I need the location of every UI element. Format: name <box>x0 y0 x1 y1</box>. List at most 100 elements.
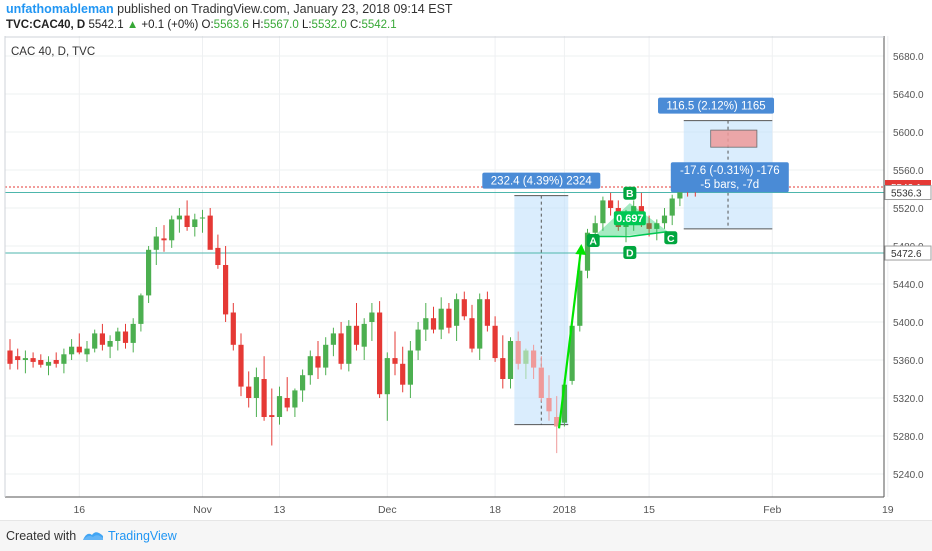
price-level-label: 5536.3 <box>891 189 922 200</box>
candle <box>215 247 221 265</box>
candle <box>492 325 498 359</box>
candle <box>261 379 267 417</box>
candle <box>577 270 583 326</box>
measure-range-3 <box>710 129 758 148</box>
tradingview-logo-icon <box>81 527 105 548</box>
author-link[interactable]: unfathomableman <box>6 2 114 16</box>
candle <box>153 236 159 250</box>
candle <box>392 358 398 364</box>
candle <box>69 346 75 355</box>
candle <box>584 232 591 271</box>
y-tick-label: 5280.0 <box>893 432 924 443</box>
publish-header: unfathomableman published on TradingView… <box>6 2 453 16</box>
candle <box>361 323 367 347</box>
candle <box>276 396 283 417</box>
measure-label-1-box <box>482 172 601 189</box>
measure-label-3-box <box>670 162 789 193</box>
candle <box>269 415 275 417</box>
measure-label-2-text: 116.5 (2.12%) 1165 <box>666 101 765 113</box>
candle <box>646 223 652 229</box>
candle <box>92 333 98 349</box>
candle <box>84 348 90 355</box>
candle <box>515 341 521 364</box>
x-tick-label: 13 <box>274 504 286 516</box>
candle <box>7 350 13 364</box>
ohlc-header: TVC:CAC40, D 5542.1 ▲ +0.1 (+0%) O:5563.… <box>6 19 397 31</box>
symbol-label: TVC:CAC40, D <box>6 19 86 31</box>
candle <box>469 318 475 349</box>
candle <box>15 356 21 360</box>
low-label: L: <box>301 19 312 31</box>
pattern-point-badge <box>586 234 600 247</box>
candle <box>500 358 506 379</box>
candle <box>608 200 614 208</box>
candle <box>592 223 598 233</box>
candle <box>561 384 567 423</box>
candle <box>238 344 244 387</box>
low-value: 5532.0 <box>311 19 347 31</box>
candle <box>130 323 136 343</box>
price-level-tag <box>884 185 932 201</box>
candle <box>538 367 544 398</box>
close-value: 5542.1 <box>361 19 397 31</box>
candle <box>22 358 28 360</box>
high-label: H: <box>252 19 264 31</box>
price-chart[interactable]: 0.697 A B C D 232.4 (4.39%) 2324 116.5 (2.12%)… <box>0 14 932 520</box>
x-tick-label: 2018 <box>553 504 577 516</box>
change-arrow-icon: ▲ <box>126 19 139 31</box>
candle <box>184 215 190 227</box>
candle <box>369 312 375 322</box>
chart-title: CAC 40, D, TVC <box>11 46 95 58</box>
candle <box>400 363 406 385</box>
candle <box>661 215 668 224</box>
candle <box>600 200 606 224</box>
measure-label-1-text: 232.4 (4.39%) 2324 <box>491 176 593 188</box>
candle <box>38 360 44 365</box>
x-tick-label: 18 <box>489 504 501 516</box>
candle <box>438 308 444 330</box>
candle <box>454 299 460 326</box>
candles <box>7 163 698 454</box>
candle <box>569 325 575 381</box>
x-tick-label: 15 <box>643 504 655 516</box>
candle <box>223 265 229 315</box>
last-price: 5542.1 <box>88 19 124 31</box>
candle <box>384 358 390 395</box>
candle <box>122 331 129 343</box>
drawings-foreground: 0.697 A B C D 232.4 (4.39%) 2324 116.5 (2.12%)… <box>482 97 789 429</box>
candle <box>531 350 537 368</box>
candle <box>338 333 344 364</box>
candle <box>523 350 529 364</box>
pattern-point-label: C <box>667 233 675 245</box>
candle <box>677 187 683 199</box>
candle <box>199 217 206 219</box>
candle <box>107 341 113 347</box>
candle <box>207 215 213 250</box>
candle <box>115 331 121 341</box>
chart-area[interactable]: 0.697 A B C D 232.4 (4.39%) 2324 116.5 (2.12%)… <box>0 14 932 520</box>
y-tick-label: 5440.0 <box>893 280 924 291</box>
open-value: 5563.6 <box>213 19 249 31</box>
y-tick-label: 5360.0 <box>893 356 924 367</box>
candle <box>76 346 82 353</box>
candle <box>330 333 336 345</box>
candle <box>61 354 67 364</box>
high-value: 5567.0 <box>263 19 299 31</box>
measure-label-2-box <box>658 97 775 114</box>
candle <box>99 333 105 345</box>
open-label: O: <box>201 19 214 31</box>
x-tick-label: Dec <box>378 504 397 516</box>
candle <box>307 356 313 376</box>
candle <box>246 386 252 398</box>
candle <box>53 360 59 364</box>
change-value: +0.1 (+0%) <box>141 19 199 31</box>
candle <box>300 375 306 391</box>
close-label: C: <box>349 19 362 31</box>
x-tick-label: 16 <box>73 504 85 516</box>
candle <box>477 299 483 349</box>
measure-label-3-text: -17.6 (-0.31%) -176 <box>680 165 780 177</box>
y-tick-label: 5680.0 <box>893 52 924 63</box>
tradingview-brand[interactable]: TradingView <box>108 529 177 543</box>
y-tick-label: 5320.0 <box>893 394 924 405</box>
candle <box>554 417 560 427</box>
